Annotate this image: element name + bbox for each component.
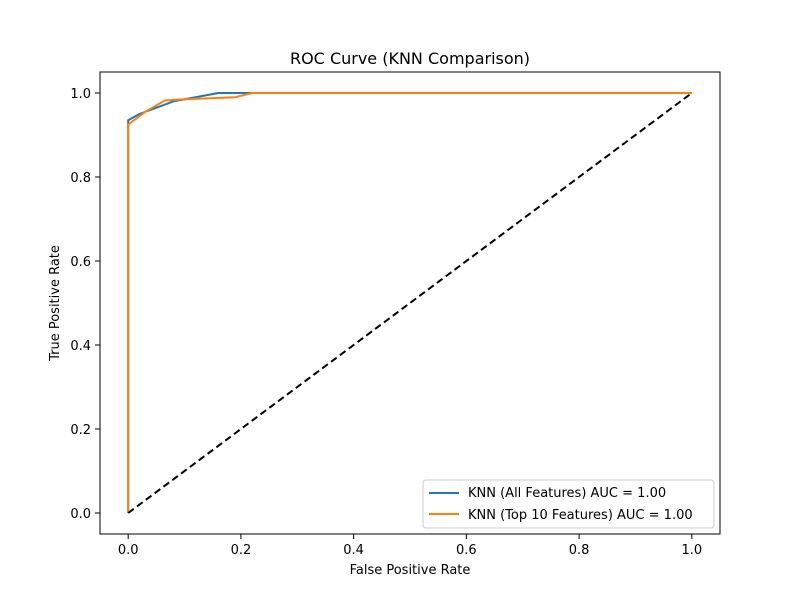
x-tick-label: 0.4: [343, 543, 364, 558]
plot-area: 0.0 0.2 0.4 0.6 0.8 1.0 0.0 0.2 0.4 0.6 0.8 1.0: [70, 71, 721, 558]
chart-title: ROC Curve (KNN Comparison): [290, 49, 530, 68]
chance-diagonal-line: [127, 92, 693, 514]
x-axis-ticks: 0.0 0.2 0.4 0.6 0.8 1.0: [118, 534, 702, 558]
legend-label-all-features: KNN (All Features) AUC = 1.00: [468, 486, 666, 501]
y-tick-label: 0.4: [70, 339, 91, 354]
x-axis-label: False Positive Rate: [350, 563, 471, 578]
y-tick-label: 0.0: [70, 507, 91, 522]
legend-label-top10-features: KNN (Top 10 Features) AUC = 1.00: [468, 508, 693, 523]
x-tick-label: 0.2: [231, 543, 252, 558]
x-tick-label: 0.0: [118, 543, 139, 558]
series-layer: [127, 92, 693, 514]
x-tick-label: 1.0: [681, 543, 702, 558]
y-tick-label: 0.8: [70, 171, 91, 186]
legend: KNN (All Features) AUC = 1.00 KNN (Top 1…: [422, 479, 715, 529]
y-axis-label: True Positive Rate: [48, 245, 63, 362]
y-tick-label: 0.2: [70, 423, 91, 438]
y-axis-ticks: 0.0 0.2 0.4 0.6 0.8 1.0: [70, 87, 100, 522]
y-tick-label: 1.0: [70, 87, 91, 102]
x-tick-label: 0.8: [569, 543, 590, 558]
legend-box: [422, 479, 715, 529]
y-tick-label: 0.6: [70, 255, 91, 270]
roc-line-top10-features: [127, 92, 692, 513]
x-tick-label: 0.6: [456, 543, 477, 558]
